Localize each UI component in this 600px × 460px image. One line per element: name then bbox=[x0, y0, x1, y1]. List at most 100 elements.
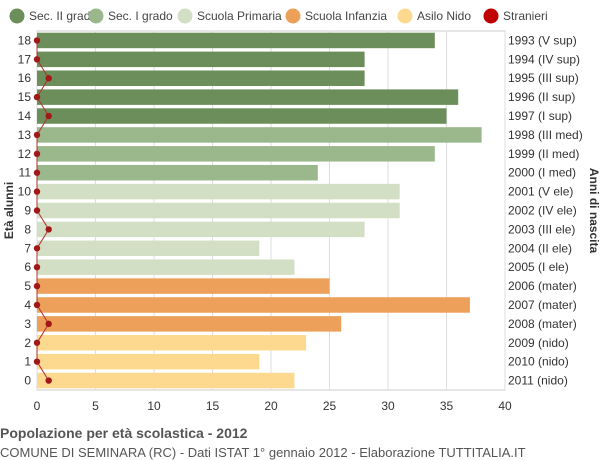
y-tick-label-birth-year: 1997 (I sup) bbox=[508, 109, 572, 123]
x-tick-label: 20 bbox=[264, 399, 278, 413]
legend-marker bbox=[397, 8, 413, 24]
x-tick-label: 15 bbox=[206, 399, 220, 413]
stranieri-point-age-10 bbox=[33, 188, 41, 195]
y-axis-title: Età alunni bbox=[2, 182, 16, 239]
legend-label: Scuola Infanzia bbox=[305, 9, 387, 23]
legend-item-1: Sec. I grado bbox=[88, 8, 173, 24]
stranieri-point-age-4 bbox=[33, 301, 41, 309]
x-tick-label: 25 bbox=[323, 399, 337, 413]
bar-age-1 bbox=[37, 353, 260, 370]
bar-age-10 bbox=[37, 183, 400, 200]
y-axis-title-right: Anni di nascita bbox=[587, 168, 600, 254]
legend-item-4: Asilo Nido bbox=[397, 8, 471, 24]
legend-marker bbox=[9, 8, 25, 24]
y-tick-label-age: 3 bbox=[24, 317, 31, 331]
x-tick-label: 35 bbox=[440, 399, 454, 413]
stranieri-point-age-12 bbox=[33, 150, 41, 158]
y-tick-label-age: 17 bbox=[18, 52, 32, 66]
y-tick-label-birth-year: 2011 (nido) bbox=[508, 374, 568, 388]
y-tick-label-birth-year: 1998 (III med) bbox=[508, 128, 583, 142]
y-tick-label-age: 16 bbox=[18, 71, 32, 85]
y-tick-label-age: 1 bbox=[24, 355, 31, 369]
stranieri-point-age-17 bbox=[33, 56, 41, 63]
stranieri-point-age-18 bbox=[33, 37, 41, 44]
y-tick-label-birth-year: 2008 (mater) bbox=[508, 317, 577, 331]
y-tick-label-age: 11 bbox=[19, 166, 32, 180]
y-tick-label-birth-year: 2009 (nido) bbox=[508, 336, 569, 350]
y-tick-label-age: 12 bbox=[18, 147, 32, 161]
legend-label: Scuola Primaria bbox=[197, 9, 282, 23]
bar-age-6 bbox=[37, 259, 295, 275]
bar-age-13 bbox=[37, 127, 482, 143]
y-tick-label-birth-year: 1994 (IV sup) bbox=[508, 52, 580, 66]
stranieri-series bbox=[33, 37, 52, 384]
y-tick-label-birth-year: 2004 (II ele) bbox=[508, 241, 572, 255]
y-tick-label-birth-year: 2007 (mater) bbox=[508, 298, 577, 312]
legend-label: Stranieri bbox=[503, 9, 548, 23]
legend-label: Sec. I grado bbox=[108, 9, 173, 23]
y-tick-label-age: 8 bbox=[24, 222, 31, 236]
legend-item-2: Scuola Primaria bbox=[177, 8, 282, 24]
y-tick-label-age: 6 bbox=[24, 260, 31, 274]
y-tick-label-birth-year: 2003 (III ele) bbox=[508, 222, 575, 236]
legend: Sec. II grado Sec. I grado Scuola Primaria… bbox=[9, 8, 548, 24]
stranieri-point-age-5 bbox=[33, 282, 41, 290]
x-tick-label: 0 bbox=[34, 399, 41, 413]
stranieri-point-age-7 bbox=[33, 245, 41, 252]
legend-item-5: Stranieri bbox=[483, 8, 548, 24]
y-tick-label-birth-year: 1995 (III sup) bbox=[508, 71, 579, 85]
bar-age-14 bbox=[37, 108, 447, 124]
y-tick-label-age: 7 bbox=[24, 241, 31, 255]
x-tick-label: 5 bbox=[92, 399, 99, 413]
stranieri-point-age-0 bbox=[45, 377, 52, 384]
bar-age-4 bbox=[37, 297, 470, 313]
y-tick-label-birth-year: 1996 (II sup) bbox=[508, 90, 575, 104]
y-tick-label-age: 14 bbox=[18, 109, 32, 123]
stranieri-point-age-9 bbox=[33, 207, 41, 214]
stranieri-point-age-2 bbox=[33, 339, 41, 346]
legend-item-0: Sec. II grado bbox=[9, 8, 97, 24]
chart-title: Popolazione per età scolastica - 2012 bbox=[0, 425, 248, 441]
bar-age-18 bbox=[37, 32, 435, 49]
chart-svg: Sec. II grado Sec. I grado Scuola Primaria… bbox=[2, 8, 600, 413]
stranieri-point-age-11 bbox=[33, 169, 41, 176]
y-tick-label-age: 4 bbox=[24, 298, 31, 312]
bar-age-16 bbox=[37, 70, 365, 86]
bar-age-9 bbox=[37, 202, 400, 219]
legend-label: Sec. II grado bbox=[29, 9, 97, 23]
y-tick-label-age: 15 bbox=[18, 90, 32, 104]
legend-marker bbox=[88, 8, 104, 24]
bar-age-7 bbox=[37, 240, 260, 257]
y-tick-label-age: 5 bbox=[24, 279, 31, 293]
x-tick-label: 40 bbox=[498, 399, 512, 413]
y-tick-label-age: 10 bbox=[18, 185, 32, 199]
bar-age-2 bbox=[37, 335, 307, 351]
bar-age-5 bbox=[37, 278, 330, 294]
y-tick-label-age: 2 bbox=[24, 336, 31, 350]
legend-marker bbox=[177, 8, 193, 24]
y-tick-label-age: 9 bbox=[24, 204, 31, 218]
stranieri-point-age-1 bbox=[33, 358, 41, 365]
y-tick-label-age: 18 bbox=[18, 33, 32, 47]
stranieri-point-age-14 bbox=[45, 112, 52, 120]
stranieri-point-age-3 bbox=[45, 320, 52, 328]
x-tick-label: 30 bbox=[381, 399, 395, 413]
chart-subtitle: COMUNE DI SEMINARA (RC) - Dati ISTAT 1° … bbox=[0, 445, 526, 460]
legend-item-3: Scuola Infanzia bbox=[285, 8, 387, 24]
bar-age-3 bbox=[37, 316, 342, 332]
stranieri-point-age-16 bbox=[45, 75, 52, 82]
y-tick-label-birth-year: 2001 (V ele) bbox=[508, 185, 573, 199]
x-tick-label: 10 bbox=[147, 399, 161, 413]
y-tick-label-birth-year: 1993 (V sup) bbox=[508, 33, 577, 47]
stranieri-point-age-8 bbox=[45, 226, 52, 233]
y-tick-label-birth-year: 1999 (II med) bbox=[508, 147, 579, 161]
tick-labels: 0 5 10 15 20 25 30 35 40181716151413121110987654… bbox=[2, 33, 600, 413]
stranieri-point-age-13 bbox=[33, 131, 41, 139]
y-tick-label-birth-year: 2005 (I ele) bbox=[508, 260, 569, 274]
y-tick-label-birth-year: 2002 (IV ele) bbox=[508, 204, 577, 218]
bar-age-11 bbox=[37, 164, 318, 181]
legend-marker bbox=[285, 8, 301, 24]
bar-age-8 bbox=[37, 221, 365, 238]
bars bbox=[37, 32, 482, 389]
